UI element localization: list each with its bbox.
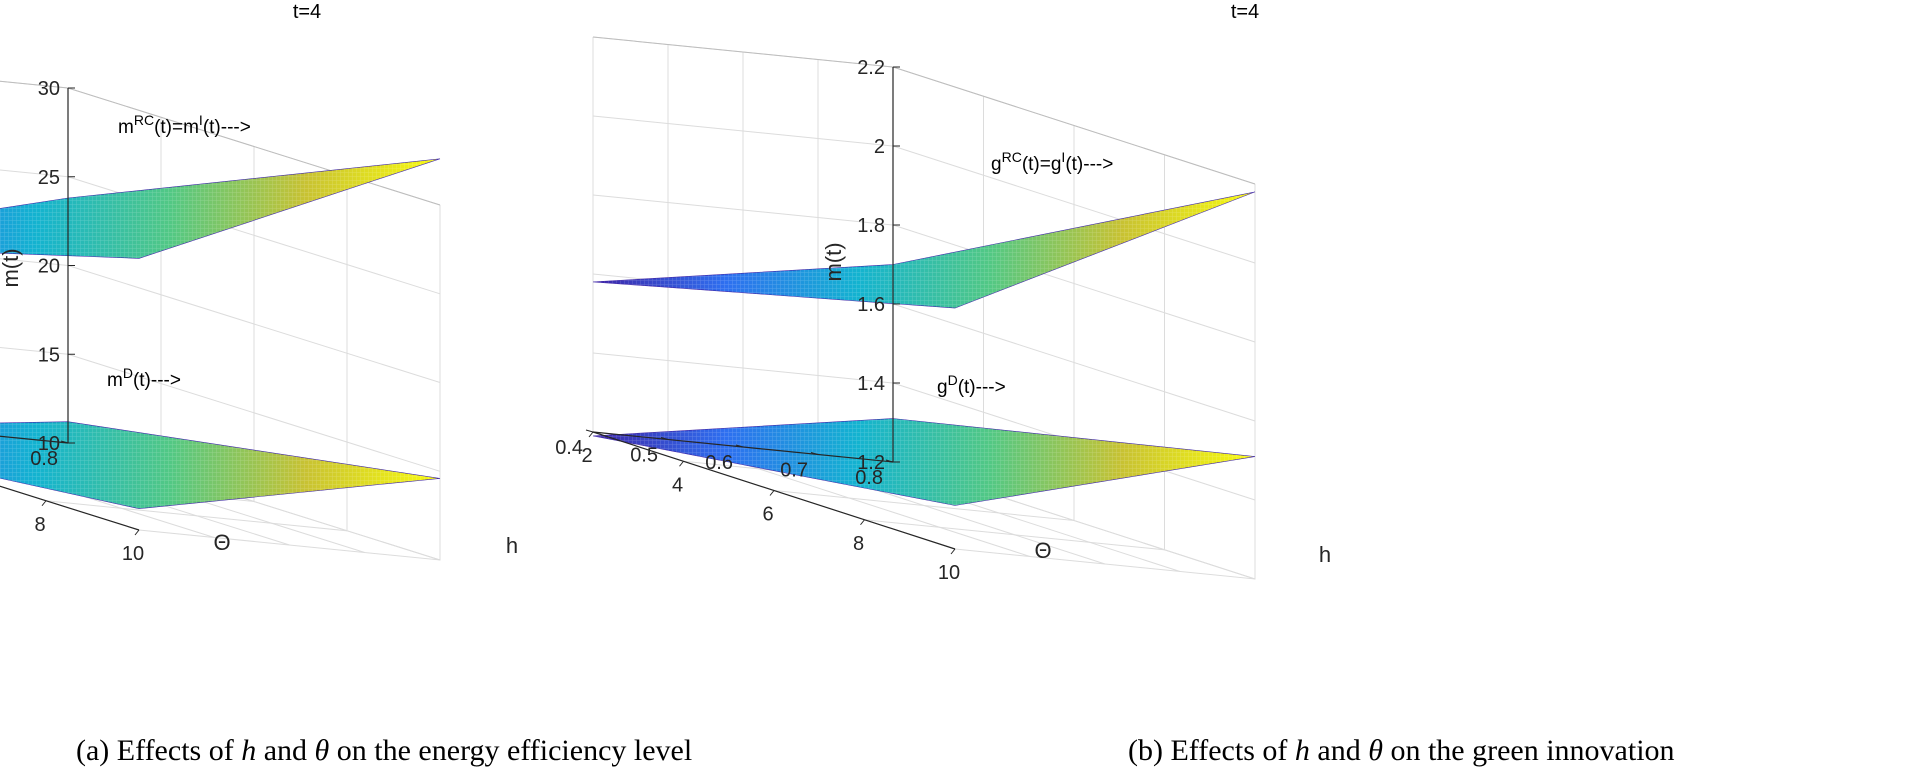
- x-tick-label: 2: [581, 445, 592, 467]
- z-axis-label: m(t): [0, 248, 23, 287]
- axes: 10152025302468100.40.50.60.70.8: [0, 78, 144, 565]
- grid-line: [592, 115, 1256, 264]
- surface-mesh: [0, 158, 440, 259]
- x-tick-label: 8: [853, 533, 864, 555]
- series-annotation: mRC(t)=mI(t)--->: [118, 112, 251, 138]
- x-axis-label: h: [506, 533, 518, 558]
- z-tick-label: 1.6: [857, 294, 885, 316]
- z-tick-label: 15: [38, 344, 60, 366]
- z-tick-label: 1.2: [857, 452, 885, 474]
- x-tick: [134, 529, 140, 536]
- box-edge: [592, 36, 1256, 185]
- y-tick: [885, 459, 894, 463]
- y-tick: [660, 437, 669, 440]
- surface-mesh: [593, 191, 1255, 309]
- y-tick-label: 0.7: [780, 460, 808, 482]
- y-tick-label: 0.8: [30, 448, 58, 470]
- y-axis-label: Θ: [213, 530, 230, 555]
- z-tick-label: 1.8: [857, 215, 885, 237]
- caption-b-var-h: h: [1294, 734, 1310, 767]
- z-tick-label: 2: [874, 136, 885, 158]
- panel-b: 1.2 1.4 1.6 1.8 2 2.2 2 4 6 8 10 0.4 0.5 0.6 0.7 0.8 t=4…: [555, 1, 1331, 584]
- caption-a: (a) Effects of h and θ on the energy eff…: [76, 734, 692, 768]
- grid-line: [0, 437, 365, 553]
- caption-a-suffix: on the energy efficiency level: [329, 734, 693, 767]
- grid-line: [0, 258, 441, 383]
- caption-b-var-theta: θ: [1368, 734, 1383, 767]
- y-axis: [0, 435, 69, 444]
- z-tick-label: 20: [38, 256, 60, 278]
- x-tick-label: 8: [34, 514, 45, 536]
- surfaces: [0, 158, 441, 510]
- y-tick-label: 0.8: [855, 467, 883, 489]
- x-tick: [679, 460, 684, 467]
- y-tick: [585, 429, 594, 433]
- panel-a: 10152025302468100.40.50.60.70.8t=4m(t)hΘ…: [0, 1, 518, 565]
- y-tick-label: 0.4: [555, 437, 583, 459]
- surface-mesh: [0, 421, 440, 509]
- series-annotation: gD(t)--->: [937, 372, 1006, 398]
- y-tick-label: 0.5: [630, 445, 658, 467]
- x-tick-label: 6: [762, 504, 773, 526]
- series-annotation: gRC(t)=gI(t)--->: [991, 149, 1113, 175]
- grid-line: [592, 36, 1256, 185]
- y-tick: [810, 452, 819, 455]
- x-tick: [588, 431, 594, 438]
- z-tick-label: 25: [38, 167, 60, 189]
- grid-line: [0, 469, 215, 538]
- y-tick: [735, 444, 744, 448]
- caption-b-suffix: on the green innovation: [1382, 734, 1675, 767]
- y-tick: [60, 440, 69, 444]
- x-tick: [860, 519, 865, 526]
- x-tick-label: 10: [122, 543, 144, 565]
- x-tick: [41, 500, 47, 507]
- z-tick-label: 30: [38, 78, 60, 100]
- surface-mesh: [593, 418, 1255, 506]
- caption-a-var-h: h: [241, 734, 257, 767]
- grid-line: [0, 117, 162, 473]
- x-tick-label: 4: [672, 474, 683, 496]
- y-axis-label: Θ: [1034, 538, 1051, 563]
- y-tick-label: 0.6: [705, 452, 733, 474]
- x-axis: [0, 485, 140, 531]
- z-tick-label: 1.4: [857, 373, 885, 395]
- axes: 1.2 1.4 1.6 1.8 2 2.2 2 4 6 8 10 0.4 0.5 0.6 0.7 0.8: [555, 57, 960, 584]
- x-tick: [769, 490, 775, 496]
- caption-b: (b) Effects of h and θ on the green inno…: [1128, 734, 1675, 768]
- caption-b-prefix: (b) Effects of: [1128, 734, 1295, 767]
- caption-a-var-theta: θ: [314, 734, 330, 767]
- z-tick-label: 10: [38, 433, 60, 455]
- x-axis-label: h: [1319, 542, 1331, 567]
- caption-a-prefix: (a) Effects of: [76, 734, 242, 767]
- chart-title: t=4: [1231, 1, 1259, 23]
- series-annotation: mD(t)--->: [107, 365, 181, 391]
- chart-title: t=4: [293, 1, 321, 23]
- x-tick: [950, 548, 956, 555]
- grid-line: [138, 205, 441, 561]
- surfaces: [592, 191, 1256, 506]
- caption-b-mid: and: [1309, 734, 1369, 767]
- z-tick-label: 2.2: [857, 57, 885, 79]
- x-tick-label: 10: [938, 562, 960, 584]
- caption-a-mid: and: [256, 734, 315, 767]
- z-axis-label: m(t): [821, 242, 846, 281]
